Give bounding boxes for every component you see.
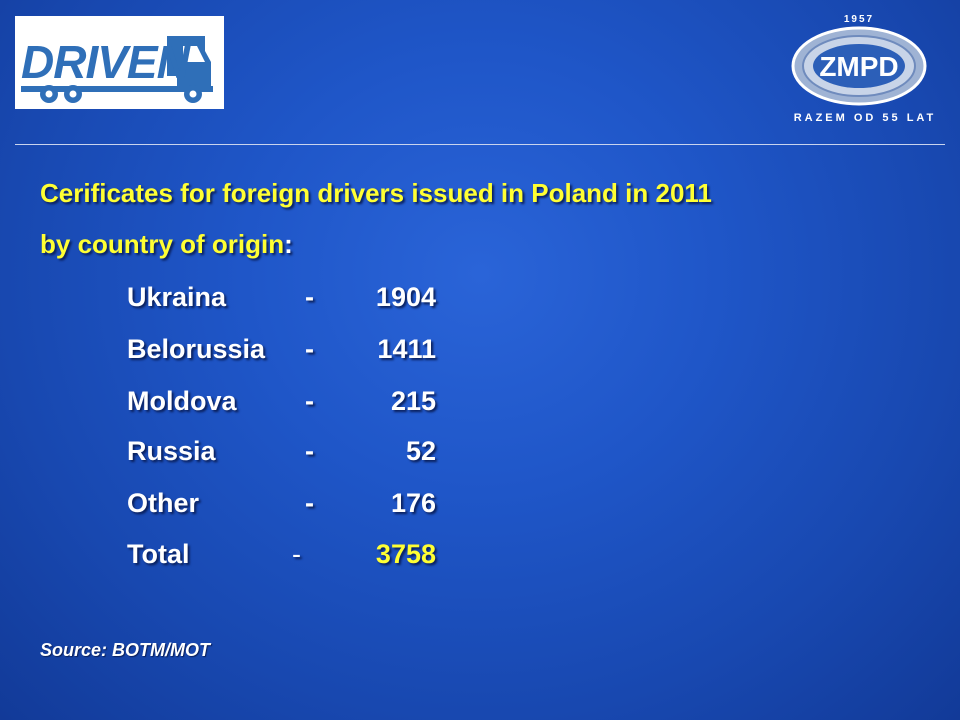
header-divider: [15, 144, 945, 145]
row-dash: -: [305, 282, 314, 312]
heading-line-2: by country of origin:: [40, 229, 293, 260]
country-name: Other: [127, 488, 200, 518]
certificate-count: 176: [390, 488, 436, 518]
row-dash: -: [305, 334, 314, 364]
source-note: Source: BOTM/MOT: [40, 640, 210, 660]
zmpd-emblem-icon: 1957 ZMPD RAZEM OD 55 LAT: [791, 14, 937, 124]
zmpd-year: 1957: [844, 14, 874, 25]
heading-line-1: Cerificates for foreign drivers issued i…: [40, 178, 712, 209]
zmpd-logo: 1957 ZMPD RAZEM OD 55 LAT: [783, 10, 945, 125]
certificate-count: 1904: [375, 282, 436, 312]
driven-truck-icon: DRIVEN: [21, 36, 213, 103]
total-label: Total: [127, 539, 190, 569]
country-name: Belorussia: [127, 334, 266, 364]
country-name: Ukraina: [127, 282, 227, 312]
zmpd-name: ZMPD: [819, 51, 898, 82]
certificate-count: 215: [390, 386, 436, 416]
driven-logo-text: DRIVEN: [21, 36, 191, 88]
row-dash: -: [305, 488, 314, 518]
heading-line-1-text: Cerificates for foreign drivers issued i…: [40, 178, 712, 208]
country-name: Moldova: [127, 386, 237, 416]
certificate-count: 52: [405, 436, 436, 466]
total-count: 3758: [375, 539, 436, 569]
heading-line-2-text: by country of origin: [40, 229, 285, 259]
zmpd-tagline: RAZEM OD 55 LAT: [794, 112, 937, 124]
row-dash: -: [305, 386, 314, 416]
row-dash: -: [305, 436, 314, 466]
country-name: Russia: [127, 436, 216, 466]
driven-logo: DRIVEN: [15, 16, 224, 109]
heading-colon: :: [284, 229, 293, 259]
row-dash: -: [292, 539, 301, 569]
certificate-count: 1411: [377, 334, 436, 364]
